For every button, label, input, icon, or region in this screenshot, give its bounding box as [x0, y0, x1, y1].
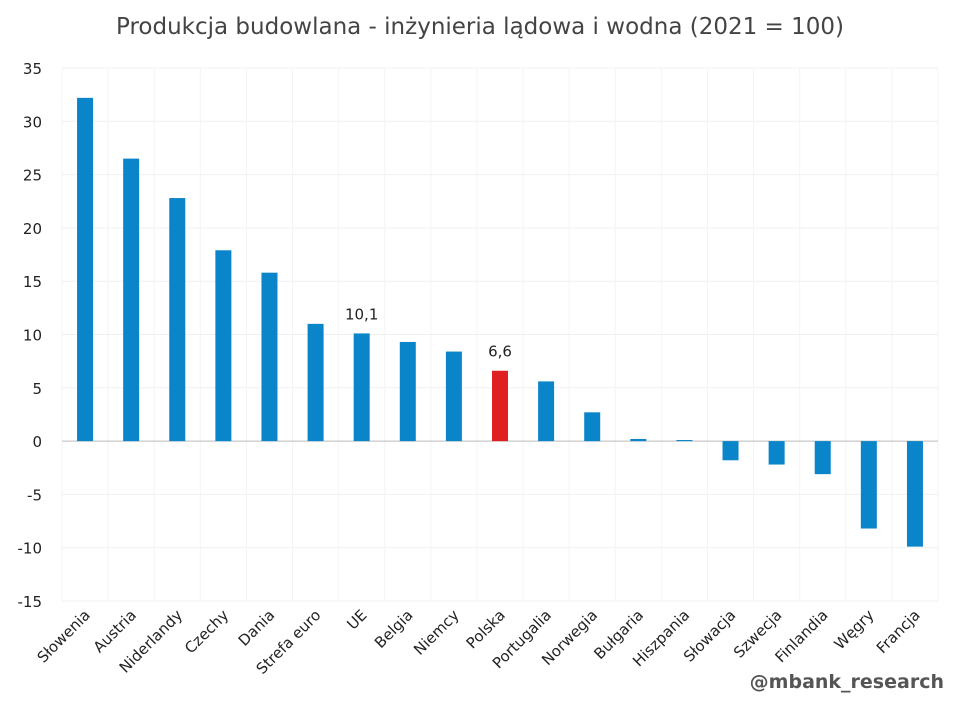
x-tick-label: Niemcy [410, 606, 463, 659]
y-tick-label: -10 [18, 540, 43, 558]
bar-18 [906, 441, 923, 547]
y-tick-label: 10 [23, 327, 42, 345]
bar-9 [492, 370, 508, 442]
bar-3 [215, 250, 232, 442]
x-tick-label: Węgry [831, 606, 878, 653]
data-label: 10,1 [345, 305, 378, 323]
y-tick-label: 35 [23, 60, 42, 78]
x-tick-label: Słowenia [34, 606, 94, 666]
bar-10 [538, 381, 555, 442]
bar-16 [814, 441, 831, 475]
y-tick-label: 20 [23, 220, 42, 238]
bar-2 [169, 198, 186, 442]
bar-4 [261, 272, 278, 442]
x-tick-label: Dania [235, 606, 279, 650]
bar-5 [307, 323, 324, 442]
grid-layer [61, 67, 939, 602]
bar-layer [77, 97, 923, 547]
bar-14 [722, 441, 739, 461]
x-tick-label: Belgia [371, 606, 417, 652]
bar-13 [676, 440, 693, 442]
x-tick-label: UE [343, 606, 370, 633]
chart-title: Produkcja budowlana - inżynieria lądowa … [116, 14, 844, 40]
y-tick-label: 25 [23, 167, 42, 185]
bar-8 [445, 351, 462, 442]
label-layer: 10,1 6,6 [345, 305, 512, 360]
y-tick-label: -15 [18, 593, 43, 611]
bar-17 [860, 441, 877, 529]
bar-1 [123, 158, 140, 442]
y-tick-label: 30 [23, 113, 42, 131]
y-tick-label: 5 [32, 380, 42, 398]
credit-watermark: @mbank_research [749, 671, 944, 693]
bar-12 [630, 438, 647, 442]
bar-0 [77, 97, 94, 442]
y-tick-label: -5 [27, 486, 42, 504]
bar-15 [768, 441, 785, 465]
bar-6 [353, 333, 370, 442]
bar-11 [584, 412, 601, 442]
y-tick-label: 0 [32, 433, 42, 451]
x-tick-label: Czechy [181, 606, 232, 657]
bar-7 [399, 341, 416, 442]
x-tick-label: Francja [873, 606, 924, 657]
data-label: 6,6 [488, 343, 512, 361]
y-tick-label: 15 [23, 273, 42, 291]
